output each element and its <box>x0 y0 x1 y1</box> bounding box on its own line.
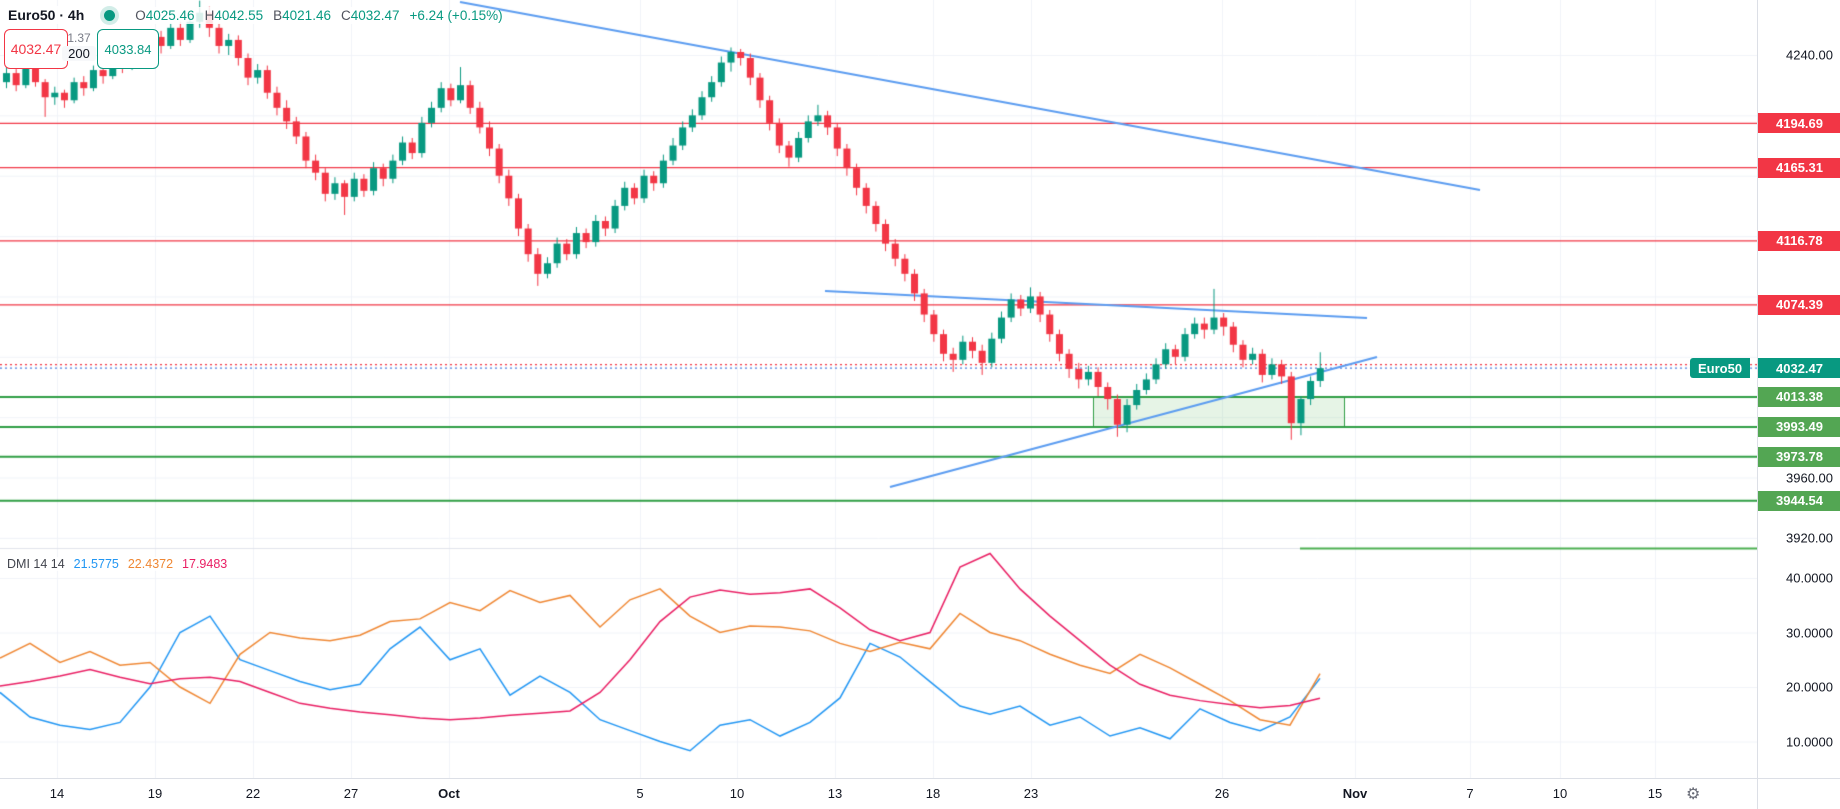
dmi-minus-di-value: 22.4372 <box>127 557 174 571</box>
gear-icon[interactable]: ⚙ <box>1686 786 1701 803</box>
ohlc-item: H4042.55 <box>204 7 264 23</box>
ohlc-item: O4025.46 <box>135 7 195 23</box>
price-axis-label: 10.0000 <box>1786 734 1833 749</box>
price-axis-label: 4240.00 <box>1786 47 1833 63</box>
time-axis-label: 22 <box>245 786 261 801</box>
time-axis-label: 10 <box>1552 786 1568 801</box>
time-axis-label: 7 <box>1466 786 1474 801</box>
ohlc-item: C4032.47 <box>340 7 400 23</box>
price-axis-label: 3960.00 <box>1786 470 1833 486</box>
current-symbol-tag: Euro50 <box>1690 358 1751 379</box>
price-axis-label: 40.0000 <box>1786 570 1833 586</box>
time-axis-label: 13 <box>827 786 843 801</box>
time-axis-label: Nov <box>1342 786 1368 801</box>
resistance-price-tag: 4116.78 <box>1758 230 1840 251</box>
current-price-tag: 4032.47 <box>1758 358 1840 379</box>
countdown-label: 1.37 <box>67 31 91 45</box>
support-price-tag: 3944.54 <box>1758 490 1840 511</box>
dmi-indicator-header[interactable]: DMI 14 14 21.5775 22.4372 17.9483 <box>5 557 230 571</box>
resistance-price-tag: 4194.69 <box>1758 113 1840 134</box>
time-axis-label: 23 <box>1023 786 1039 801</box>
dmi-title: DMI 14 14 <box>7 557 65 571</box>
time-axis-label: 14 <box>49 786 65 801</box>
price-axis-label: 30.0000 <box>1786 625 1833 640</box>
support-price-tag: 3973.78 <box>1758 446 1840 467</box>
price-change: +6.24 (+0.15%) <box>409 7 503 23</box>
support-price-tag: 4013.38 <box>1758 386 1840 407</box>
time-axis[interactable]: ⚙ 14 19 22 27 Oct 5 10 13 18 23 26 Nov 7 10 15 <box>0 778 1840 809</box>
time-axis-label: Oct <box>438 786 460 801</box>
market-status-icon <box>104 9 116 21</box>
dmi-adx-value: 17.9483 <box>182 557 228 571</box>
price-alert-box[interactable]: 4032.47 <box>4 29 68 69</box>
volume-label: 200 <box>62 46 96 61</box>
ohlc-values: O4025.46 H4042.55 B4021.46 C4032.47 <box>133 6 402 24</box>
price-axis-label: 3920.00 <box>1786 530 1833 546</box>
time-axis-label: 10 <box>729 786 745 801</box>
price-axis[interactable]: 4240.00 3960.00 3920.00 40.0000 30.0000 20.00… <box>1757 0 1840 778</box>
dmi-plus-di-value: 21.5775 <box>73 557 119 571</box>
time-axis-label: 27 <box>343 786 359 801</box>
time-axis-label: 15 <box>1647 786 1663 801</box>
resistance-price-tag: 4074.39 <box>1758 294 1840 315</box>
time-axis-label: 19 <box>147 786 163 801</box>
time-axis-label: 18 <box>925 786 941 801</box>
resistance-price-tag: 4165.31 <box>1758 157 1840 178</box>
price-axis-label: 20.0000 <box>1786 679 1833 695</box>
ohlc-item: B4021.46 <box>273 7 331 23</box>
axis-separator <box>1757 779 1758 809</box>
time-axis-label: 5 <box>636 786 644 801</box>
indicator-value-box[interactable]: 4033.84 <box>97 29 159 69</box>
time-axis-label: 26 <box>1214 786 1230 801</box>
symbol-title[interactable]: Euro50 · 4h <box>6 6 87 24</box>
chart-header: Euro50 · 4h O4025.46 H4042.55 B4021.46 C403… <box>6 6 503 24</box>
support-price-tag: 3993.49 <box>1758 416 1840 437</box>
